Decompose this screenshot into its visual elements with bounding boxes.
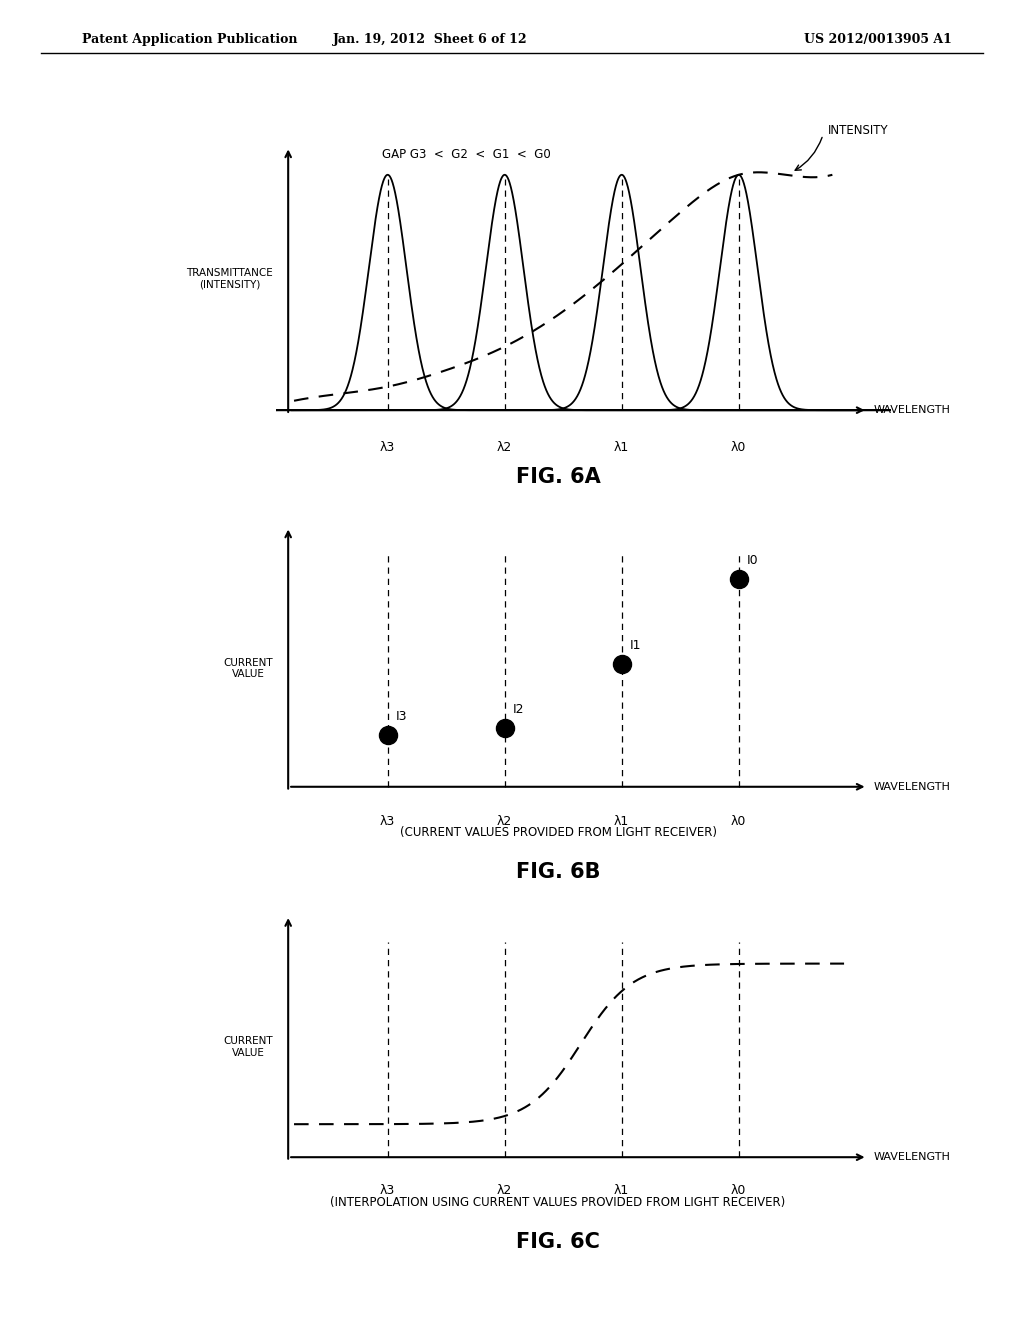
Text: λ3: λ3 <box>380 441 395 454</box>
Text: WAVELENGTH: WAVELENGTH <box>873 405 950 416</box>
Text: I0: I0 <box>746 554 759 566</box>
Text: FIG. 6B: FIG. 6B <box>516 862 600 882</box>
Text: λ2: λ2 <box>497 441 512 454</box>
Text: λ1: λ1 <box>614 441 630 454</box>
Text: Jan. 19, 2012  Sheet 6 of 12: Jan. 19, 2012 Sheet 6 of 12 <box>333 33 527 46</box>
Text: INTENSITY: INTENSITY <box>827 124 888 136</box>
Text: US 2012/0013905 A1: US 2012/0013905 A1 <box>805 33 952 46</box>
Text: λ2: λ2 <box>497 1184 512 1197</box>
Text: WAVELENGTH: WAVELENGTH <box>873 781 950 792</box>
Text: λ0: λ0 <box>731 441 746 454</box>
Text: TRANSMITTANCE
(INTENSITY): TRANSMITTANCE (INTENSITY) <box>186 268 273 289</box>
Text: CURRENT
VALUE: CURRENT VALUE <box>223 657 273 680</box>
Text: GAP G3  <  G2  <  G1  <  G0: GAP G3 < G2 < G1 < G0 <box>382 148 551 161</box>
Text: I2: I2 <box>513 702 524 715</box>
Text: (INTERPOLATION USING CURRENT VALUES PROVIDED FROM LIGHT RECEIVER): (INTERPOLATION USING CURRENT VALUES PROV… <box>331 1196 785 1209</box>
Text: λ0: λ0 <box>731 816 746 828</box>
Text: Patent Application Publication: Patent Application Publication <box>82 33 297 46</box>
Text: (CURRENT VALUES PROVIDED FROM LIGHT RECEIVER): (CURRENT VALUES PROVIDED FROM LIGHT RECE… <box>399 826 717 840</box>
Text: CURRENT
VALUE: CURRENT VALUE <box>223 1036 273 1059</box>
Text: λ1: λ1 <box>614 1184 630 1197</box>
Text: I3: I3 <box>396 710 408 723</box>
Text: FIG. 6C: FIG. 6C <box>516 1232 600 1251</box>
Text: λ0: λ0 <box>731 1184 746 1197</box>
Text: λ3: λ3 <box>380 816 395 828</box>
Text: λ2: λ2 <box>497 816 512 828</box>
Text: FIG. 6A: FIG. 6A <box>516 467 600 487</box>
Text: λ3: λ3 <box>380 1184 395 1197</box>
Text: I1: I1 <box>630 639 641 652</box>
Text: λ1: λ1 <box>614 816 630 828</box>
Text: WAVELENGTH: WAVELENGTH <box>873 1152 950 1162</box>
